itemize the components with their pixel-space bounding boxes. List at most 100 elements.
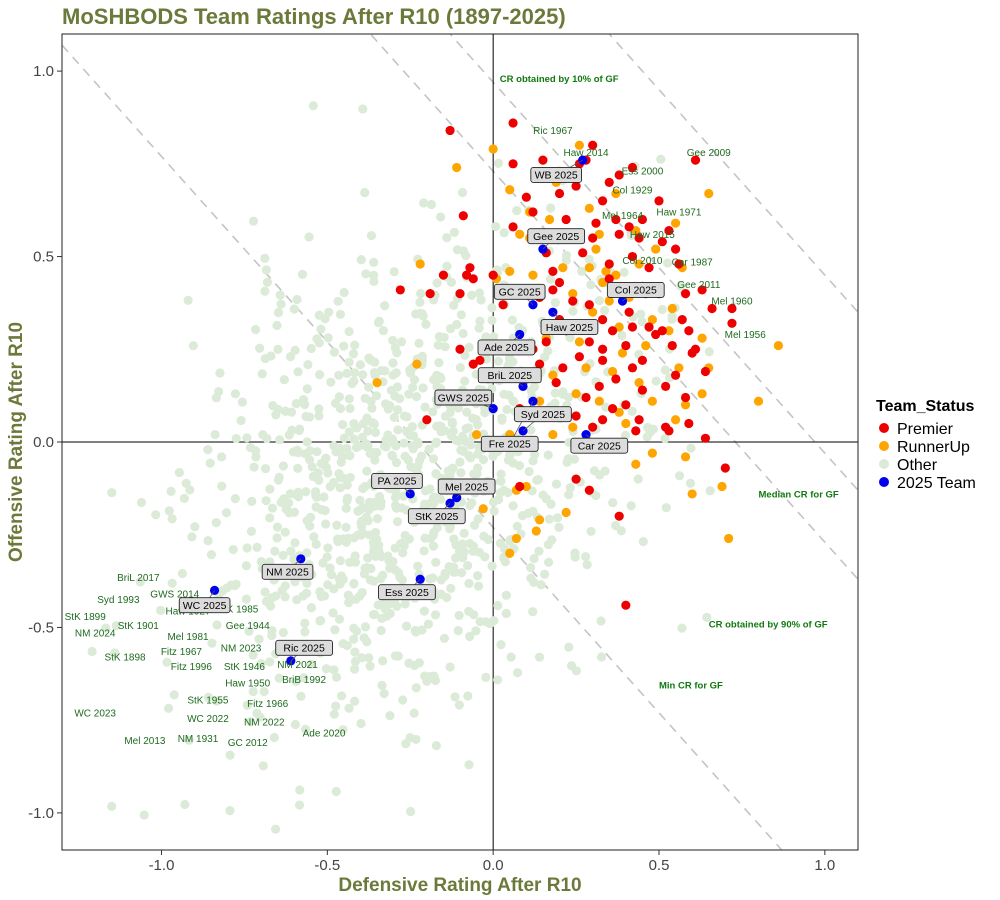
historical-team-label: StK 1899 [65,612,107,623]
other-point [493,356,504,366]
other-point [586,526,596,537]
other-point [370,427,381,438]
runnerup-point [515,229,525,239]
other-point [280,527,290,537]
runnerup-point [607,366,618,377]
premier-point [598,344,608,354]
premier-point [425,289,435,299]
other-point [360,188,370,198]
other-point [667,311,677,321]
runnerup-point [531,526,541,536]
other-point [705,486,715,496]
other-point [402,412,412,422]
other-point [407,422,417,432]
other-point [568,306,578,316]
other-point [419,198,429,208]
legend-marker [879,441,889,451]
other-point [262,433,272,444]
other-point [660,365,670,375]
other-point [323,333,333,343]
other-point [179,493,189,503]
premier-point [607,404,618,414]
other-point [251,452,261,462]
premier-point [670,370,681,380]
other-point [101,623,111,633]
other-point [512,521,522,531]
other-point [546,499,556,509]
other-point [297,269,308,279]
other-point [428,541,439,551]
historical-team-label: StK 1985 [217,604,259,615]
other-point [279,375,289,385]
other-point [677,623,687,633]
other-point [217,481,227,491]
other-point [582,560,592,570]
other-point [409,708,419,718]
other-point [287,425,297,435]
premier-point [584,300,594,310]
runnerup-point [528,270,538,280]
other-point [261,596,272,606]
other-point [420,486,431,496]
premier-point [468,359,478,369]
other-point [465,453,476,463]
legend-marker [879,423,889,433]
other-point [429,374,439,385]
legend-label: 2025 Team [897,475,976,492]
other-point [330,625,340,635]
other-point [388,358,398,368]
other-point [349,634,359,644]
other-point [389,438,399,448]
team-2025-label: Haw 2025 [546,322,593,334]
other-point [335,443,346,454]
other-point [318,558,328,568]
other-point [338,420,348,430]
other-point [546,203,556,213]
other-point [442,592,452,603]
other-point [271,591,281,601]
premier-point [637,355,648,365]
runnerup-point [647,396,657,406]
x-tick-label: 0.5 [649,857,670,874]
other-point [339,433,349,443]
other-point [290,538,300,548]
other-point [580,552,591,562]
runnerup-point [647,448,657,458]
reference-line-label: Min CR for GF [659,681,723,692]
other-point [474,323,484,333]
premier-point [624,222,634,232]
other-point [378,325,389,336]
other-point [301,588,312,598]
other-point [451,435,461,445]
other-point [221,508,232,518]
other-point [475,316,485,326]
other-point [337,691,347,701]
other-point [633,474,643,484]
other-point [491,221,501,232]
other-point [398,695,408,705]
other-point [469,610,479,620]
historical-team-label: Mel 1960 [711,297,753,308]
other-point [342,480,352,490]
premier-point [551,378,561,388]
other-point [405,365,415,375]
other-point [280,581,290,591]
other-point [164,506,174,516]
other-point [300,724,311,734]
other-point [619,267,629,277]
other-point [292,595,302,605]
other-point [417,309,427,319]
other-point [177,568,188,579]
other-point [87,646,97,657]
other-point [611,520,621,531]
premier-point [455,289,465,299]
historical-team-label: Col 1929 [612,185,652,196]
other-point [188,341,198,351]
other-point [260,587,270,597]
other-point [342,493,353,503]
x-axis-title: Defensive Rating After R10 [338,875,581,896]
legend-label: RunnerUp [897,439,970,456]
historical-team-label: Ess 2000 [622,167,664,178]
premier-point [395,285,405,295]
other-point [350,557,360,567]
